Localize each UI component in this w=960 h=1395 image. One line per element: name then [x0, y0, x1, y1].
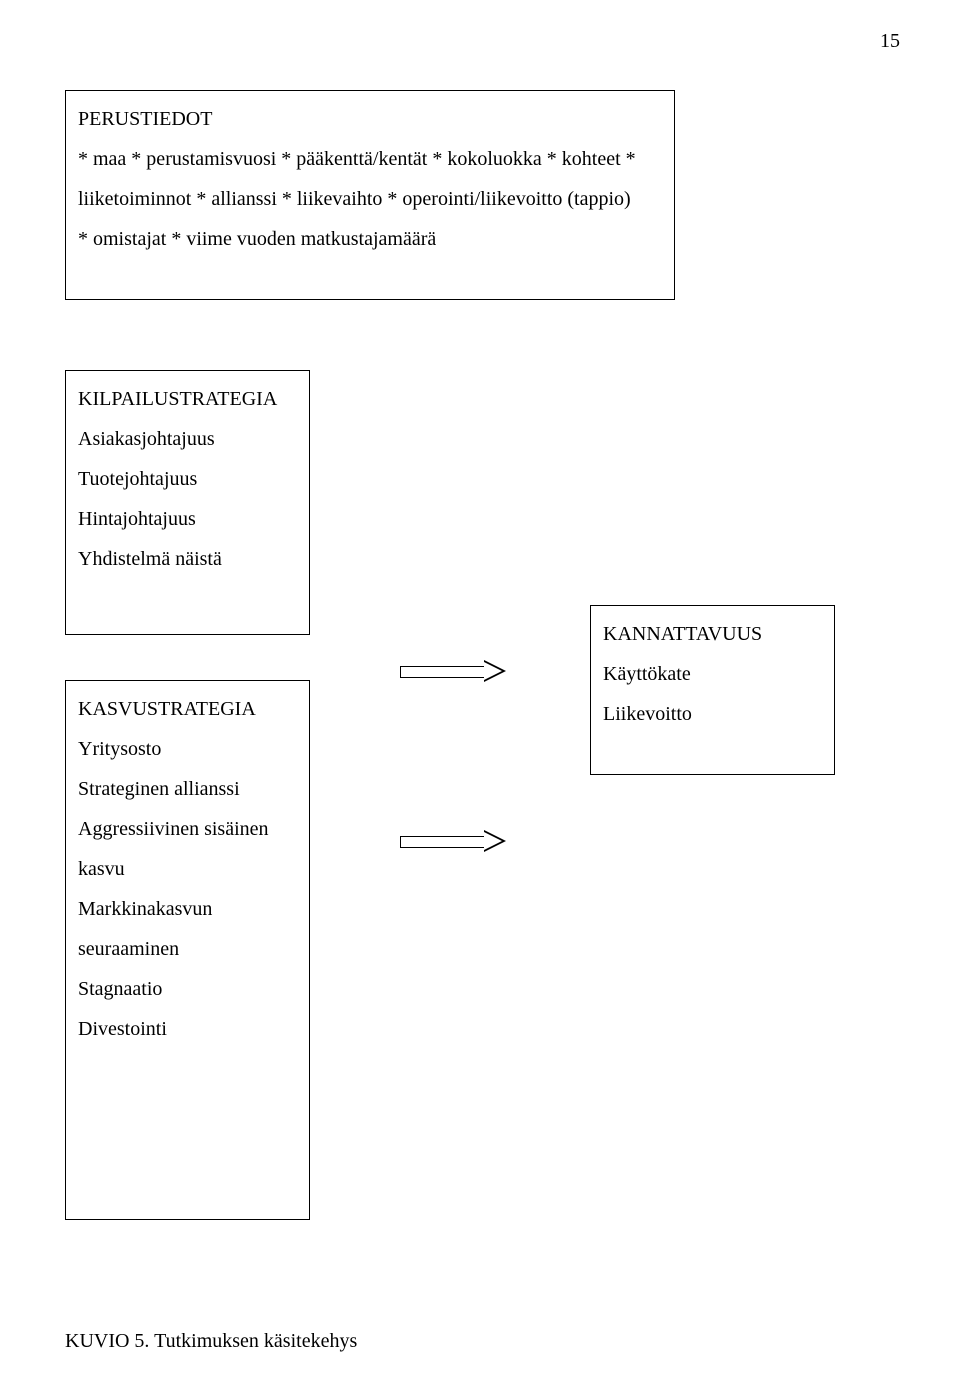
kasvustrategia-item1: Yritysosto	[78, 729, 297, 769]
kilpailustrategia-title: KILPAILUSTRATEGIA	[78, 379, 297, 419]
kannattavuus-item1: Käyttökate	[603, 654, 822, 694]
perustiedot-line1: * maa * perustamisvuosi * pääkenttä/kent…	[78, 139, 662, 179]
kasvustrategia-item6: seuraaminen	[78, 929, 297, 969]
kasvustrategia-item2: Strateginen allianssi	[78, 769, 297, 809]
box-kannattavuus: KANNATTAVUUS Käyttökate Liikevoitto	[590, 605, 835, 775]
figure-caption: KUVIO 5. Tutkimuksen käsitekehys	[65, 1330, 357, 1353]
arrow-top-icon	[400, 660, 520, 682]
box-kasvustrategia: KASVUSTRATEGIA Yritysosto Strateginen al…	[65, 680, 310, 1220]
kasvustrategia-item8: Divestointi	[78, 1009, 297, 1049]
kannattavuus-item2: Liikevoitto	[603, 694, 822, 734]
kilpailustrategia-item1: Asiakasjohtajuus	[78, 419, 297, 459]
kasvustrategia-title: KASVUSTRATEGIA	[78, 689, 297, 729]
page-number: 15	[880, 30, 900, 53]
perustiedot-line3: * omistajat * viime vuoden matkustajamää…	[78, 219, 662, 259]
kilpailustrategia-item2: Tuotejohtajuus	[78, 459, 297, 499]
kasvustrategia-item5: Markkinakasvun	[78, 889, 297, 929]
perustiedot-line2: liiketoiminnot * allianssi * liikevaihto…	[78, 179, 662, 219]
perustiedot-title: PERUSTIEDOT	[78, 99, 662, 139]
arrow-bottom-icon	[400, 830, 520, 852]
kasvustrategia-item3: Aggressiivinen sisäinen	[78, 809, 297, 849]
kilpailustrategia-item3: Hintajohtajuus	[78, 499, 297, 539]
box-kilpailustrategia: KILPAILUSTRATEGIA Asiakasjohtajuus Tuote…	[65, 370, 310, 635]
box-perustiedot: PERUSTIEDOT * maa * perustamisvuosi * pä…	[65, 90, 675, 300]
kasvustrategia-item7: Stagnaatio	[78, 969, 297, 1009]
kilpailustrategia-item4: Yhdistelmä näistä	[78, 539, 297, 579]
kasvustrategia-item4: kasvu	[78, 849, 297, 889]
kannattavuus-title: KANNATTAVUUS	[603, 614, 822, 654]
page: 15 PERUSTIEDOT * maa * perustamisvuosi *…	[0, 0, 960, 1395]
